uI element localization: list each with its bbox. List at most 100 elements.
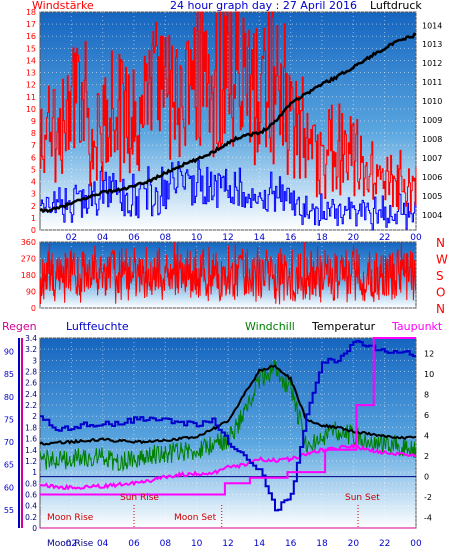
rain-tick-label: 0.2 <box>25 513 37 522</box>
rain-tick-label: 2.8 <box>25 368 37 377</box>
pressure-tick-label: 1007 <box>422 154 442 163</box>
temp-tick-label: 10 <box>424 370 434 379</box>
humidity-tick-label: 65 <box>4 461 14 470</box>
temp-x-tick-label: 04 <box>97 539 109 549</box>
temp-tick-label: 2 <box>424 452 429 461</box>
wind-x-tick-label: 10 <box>191 233 203 243</box>
wind-tick-label: 15 <box>26 44 36 53</box>
wind-x-tick-label: 12 <box>222 233 233 243</box>
temp-tick-label: 4 <box>424 432 429 441</box>
wind-tick-label: 8 <box>31 129 36 138</box>
humidity-series-line <box>40 340 416 512</box>
temp-tick-label: 6 <box>424 411 429 420</box>
humidity-tick-label: 90 <box>4 348 14 357</box>
compass-label: O <box>436 286 445 300</box>
pressure-tick-label: 1012 <box>422 59 442 68</box>
temp-x-tick-label: 22 <box>379 539 390 549</box>
direction-tick-label: 90 <box>26 288 36 297</box>
direction-marks <box>39 241 417 305</box>
legend-regen: Regen <box>2 320 37 333</box>
pressure-tick-label: 1008 <box>422 135 442 144</box>
wind-x-tick-label: 22 <box>379 233 390 243</box>
temp-x-tick-label: 16 <box>285 539 297 549</box>
wind-tick-label: 0 <box>31 226 36 235</box>
direction-axis-ticks: 0 N 90 O 180 S 270 W 360 N <box>21 236 448 316</box>
rain-tick-label: 1 <box>32 468 37 477</box>
annotation-sun-set: Sun Set <box>345 493 380 503</box>
rain-tick-label: 2.4 <box>25 390 37 399</box>
pressure-axis-title: Luftdruck <box>370 0 422 12</box>
wind-x-tick-label: 02 <box>66 233 77 243</box>
temp-x-tick-label: 10 <box>191 539 203 549</box>
pressure-tick-label: 1013 <box>422 40 442 49</box>
temp-marks <box>39 337 417 529</box>
temp-tick-label: -4 <box>424 514 432 523</box>
dewpoint-series-line <box>39 443 417 491</box>
temp-x-tick-label: 02 <box>66 539 77 549</box>
wind-tick-label: 5 <box>31 165 36 174</box>
rain-tick-label: 1.6 <box>25 435 37 444</box>
annotation-sun-rise: Sun Rise <box>120 493 159 503</box>
annotation-moon-rise: Moon Rise <box>47 513 94 523</box>
humidity-tick-label: 85 <box>4 370 14 379</box>
wind-tick-label: 14 <box>26 56 36 65</box>
rain-tick-label: 1.8 <box>25 423 37 432</box>
temp-x-tick-label: 20 <box>348 539 360 549</box>
direction-tick-label: 270 <box>21 255 36 264</box>
rain-tick-label: 0.8 <box>25 479 37 488</box>
temp-tick-label: -2 <box>424 493 432 502</box>
wind-tick-label: 17 <box>26 20 36 29</box>
wind-tick-label: 7 <box>31 141 36 150</box>
compass-label: N <box>436 302 445 316</box>
rain-tick-label: 3 <box>32 356 37 365</box>
wind-tick-label: 11 <box>26 93 36 102</box>
temp-grid <box>40 337 417 529</box>
rain-accumulation-line <box>40 337 416 496</box>
temp-tick-label: 12 <box>424 349 434 358</box>
humidity-tick-label: 55 <box>4 506 14 515</box>
humidity-tick-label: 60 <box>4 483 14 492</box>
rain-tick-label: 2.2 <box>25 401 37 410</box>
wind-tick-label: 9 <box>31 117 36 126</box>
direction-tick-label: 360 <box>21 238 36 247</box>
wind-tick-label: 1 <box>31 214 36 223</box>
wind-tick-label: 3 <box>31 190 36 199</box>
wind-tick-label: 13 <box>26 69 36 78</box>
pressure-tick-label: 1014 <box>422 21 442 30</box>
wind-x-tick-label: 20 <box>348 233 360 243</box>
pressure-tick-label: 1005 <box>422 192 442 201</box>
pressure-series-line <box>39 32 417 214</box>
temp-x-tick-label: 06 <box>128 539 140 549</box>
rain-tick-label: 1.4 <box>25 446 37 455</box>
temp-axis-ticks: 0 0.2 0.4 0.6 0.8 1 1.2 1.4 1.6 1.8 2 2.2 2.4 2.6 2.8 3… <box>4 334 434 549</box>
wind-series-line <box>40 11 417 213</box>
wind-tick-label: 6 <box>31 153 36 162</box>
temp-x-tick-label: 12 <box>222 539 233 549</box>
gust-series-line <box>40 159 417 231</box>
rain-tick-label: 3.4 <box>25 334 37 343</box>
direction-series-line <box>39 241 417 305</box>
temperature-series-line <box>39 364 417 446</box>
legend-taupunkt: Taupunkt <box>391 320 443 333</box>
wind-tick-label: 2 <box>31 202 36 211</box>
rain-tick-label: 0 <box>32 524 37 533</box>
legend-luftfeuchte: Luftfeuchte <box>66 320 129 333</box>
rain-tick-label: 2 <box>32 412 37 421</box>
humidity-tick-label: 80 <box>4 393 14 402</box>
pressure-tick-label: 1006 <box>422 173 442 182</box>
rain-tick-label: 2.6 <box>25 379 37 388</box>
direction-tick-label: 180 <box>21 271 36 280</box>
temp-x-tick-label: 08 <box>160 539 172 549</box>
wind-tick-label: 12 <box>26 81 36 90</box>
rain-tick-label: 0.6 <box>25 490 37 499</box>
temp-x-tick-label: 14 <box>254 539 266 549</box>
wind-marks <box>39 11 417 231</box>
humidity-tick-label: 70 <box>4 438 14 447</box>
wind-x-tick-label: 16 <box>285 233 297 243</box>
pressure-tick-label: 1004 <box>422 211 442 220</box>
wind-axis-title: Windstärke <box>32 0 94 12</box>
annotation-moon-set: Moon Set <box>174 513 217 523</box>
wind-tick-label: 18 <box>26 8 36 17</box>
